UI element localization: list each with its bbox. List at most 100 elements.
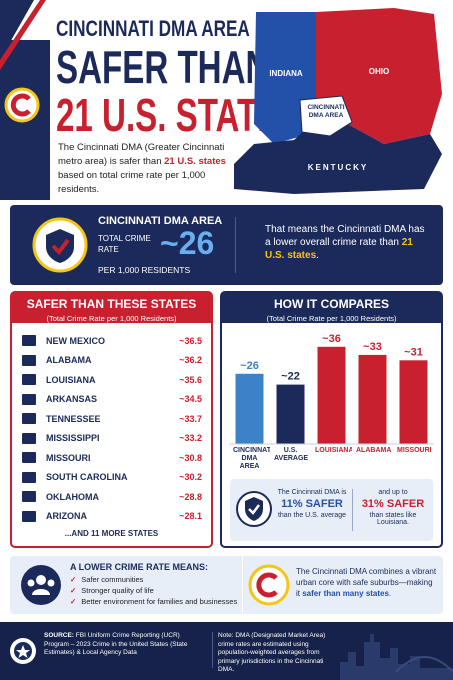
state-value: ~30.2 [179, 472, 202, 482]
map-label: INDIANA [269, 69, 303, 78]
seal-icon [10, 638, 36, 664]
category-label: MISSOURI [397, 447, 432, 454]
state-name: OKLAHOMA [46, 491, 99, 502]
map-label-box: CINCINNATI DMA AREA [307, 104, 345, 119]
category-box: CINCINNATI DMA AREA [233, 447, 270, 470]
title-line: CINCINNATI DMA AREA [56, 16, 250, 41]
chart-title: HOW IT COMPARES [273, 297, 390, 311]
source-text: FBI Uniform Crime Reporting (UCR) Progra… [44, 632, 188, 656]
category-box: LOUISIANA [315, 447, 352, 454]
benefit-item: ✓ Better environment for families and bus… [70, 596, 245, 607]
category-box: U.S. AVERAGE [274, 447, 309, 462]
list-header: SAFER THAN THESE STATES (Total Crime Rate… [12, 293, 211, 323]
compare-value: 31% SAFER [361, 498, 425, 510]
check-icon: ✓ [70, 575, 77, 584]
chart-subtitle: (Total Crime Rate per 1,000 Residents) [266, 314, 397, 323]
list-footer: ...AND 11 MORE STATES [64, 529, 159, 538]
value-label: ~33 [363, 341, 382, 353]
value-label: ~31 [404, 346, 423, 358]
note: Note: DMA (Designated Market Area) crime… [218, 632, 326, 673]
category-box: ALABAMA [356, 447, 392, 454]
benefit-text: Better environment for families and busi… [81, 597, 238, 606]
state-value: ~33.2 [179, 433, 202, 443]
compare-value: 11% SAFER [281, 498, 343, 510]
state-icon [22, 393, 36, 405]
shield-icon [236, 491, 272, 527]
compare-text: than states like Louisiana. [369, 512, 417, 526]
logo [248, 564, 290, 606]
stat-value: ~26 [160, 225, 215, 261]
bar [276, 384, 305, 444]
category-box: MISSOURI [397, 447, 432, 454]
state-value: ~36.2 [179, 355, 202, 365]
value-label: ~22 [281, 371, 300, 383]
benefit-text: Safer communities [81, 575, 144, 584]
benefits-list: ✓ Safer communities ✓ Stronger quality of l… [70, 574, 245, 607]
intro-text: The Cincinnati DMA (Greater Cincinnati m… [58, 142, 225, 167]
state-row: MISSISSIPPI ~33.2 [22, 429, 202, 448]
message-highlight: 21 U.S. states [265, 237, 413, 261]
state-icon [22, 335, 36, 346]
map-label: OHIO [369, 67, 389, 76]
map: INDIANA OHIO CINCINNATI DMA AREA KENTUCK… [234, 8, 442, 194]
compare-text: and up to [378, 489, 408, 496]
state-icon [22, 471, 36, 483]
compare-text: than the U.S. average [277, 512, 347, 519]
value-label: ~26 [240, 360, 259, 372]
category-label: CINCINNATI DMA AREA [233, 447, 270, 470]
summary-text: . [388, 589, 392, 598]
list-title: SAFER THAN THESE STATES [26, 297, 197, 311]
state-name: MISSOURI [46, 452, 91, 463]
state-value: ~35.6 [179, 374, 202, 385]
stat-area: CINCINNATI DMA AREA [98, 215, 223, 227]
bar-chart: ~26 CINCINNATI DMA AREA ~22 U.S. AVERAGE ~36… [229, 333, 434, 470]
state-row: ALABAMA ~36.2 [22, 351, 202, 370]
state-name: NEW MEXICO [46, 335, 106, 346]
state-icon [22, 491, 36, 502]
intro-text: based on total crime rate per 1,000 resi… [58, 170, 206, 195]
state-value: ~34.5 [179, 394, 202, 404]
bar [399, 360, 428, 444]
state-row: NEW MEXICO ~36.5 [22, 331, 202, 350]
state-row: SOUTH CAROLINA ~30.2 [22, 468, 202, 487]
message-text: . [316, 250, 319, 261]
source-label: SOURCE: [44, 632, 74, 639]
state-value: ~28.8 [179, 491, 202, 502]
bar [235, 373, 264, 444]
state-value: ~30.8 [179, 452, 202, 463]
compare-left: The Cincinnati DMA is 11% SAFER than the U… [276, 489, 348, 519]
category-label: ALABAMA [356, 447, 392, 454]
skyline [340, 634, 453, 680]
state-row: TENNESSEE ~33.7 [22, 409, 202, 428]
chart-panel: HOW IT COMPARES (Total Crime Rate per 1,0… [220, 291, 443, 548]
check-icon: ✓ [70, 597, 77, 606]
state-value: ~28.1 [179, 511, 202, 521]
state-icon [22, 510, 36, 522]
state-value: ~33.7 [179, 413, 202, 424]
state-row: OKLAHOMA ~28.8 [22, 487, 202, 506]
summary-text: The Cincinnati DMA combines a vibrant ur… [296, 567, 437, 598]
state-name: TENNESSEE [46, 413, 101, 424]
map-label: CINCINNATI DMA AREA [307, 104, 345, 119]
benefit-item: ✓ Safer communities [70, 574, 245, 585]
state-name: ARKANSAS [46, 394, 98, 404]
compare-text: The Cincinnati DMA is [277, 489, 347, 496]
stat-label: TOTAL CRIME RATE [98, 234, 151, 254]
summary: The Cincinnati DMA combines a vibrant ur… [296, 566, 438, 599]
compare-right: and up to 31% SAFER than states like Louis… [354, 489, 432, 526]
state-row: LOUISIANA ~35.6 [22, 370, 202, 389]
title-line: SAFER THAN [56, 41, 270, 93]
benefit-text: Stronger quality of life [81, 586, 154, 595]
state-name: ALABAMA [46, 355, 92, 365]
intro-highlight: 21 U.S. states [164, 156, 226, 167]
check-icon: ✓ [70, 586, 77, 595]
value-label: ~36 [322, 333, 341, 345]
shield-icon [32, 217, 88, 273]
stat-unit: PER 1,000 RESIDENTS [98, 265, 191, 275]
list-panel: SAFER THAN THESE STATES (Total Crime Rate… [10, 291, 213, 548]
state-icon [22, 413, 36, 424]
source: SOURCE: FBI Uniform Crime Reporting (UCR… [44, 632, 204, 658]
category-label: U.S. AVERAGE [274, 447, 309, 462]
state-value: ~36.5 [179, 335, 202, 346]
state-row: ARKANSAS ~34.5 [22, 390, 202, 409]
